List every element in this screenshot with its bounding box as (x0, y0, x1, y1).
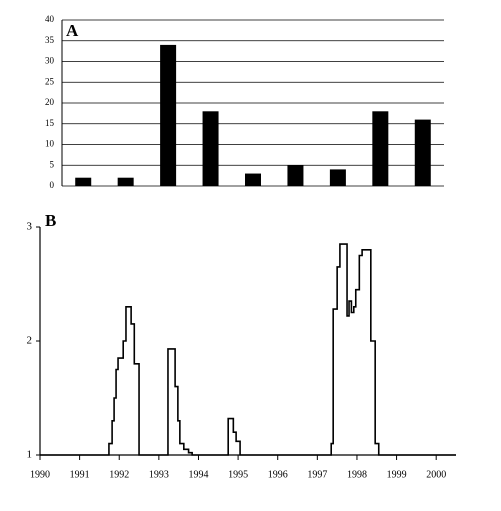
y-tick-label: 15 (45, 118, 55, 128)
bar (287, 165, 304, 186)
bar (245, 173, 261, 186)
x-tick-label: 1998 (347, 469, 367, 480)
y-tick-label: 5 (50, 159, 55, 169)
y-tick-label: 25 (45, 76, 55, 86)
x-tick-label: 1991 (70, 469, 90, 480)
x-tick-label: 1990 (30, 469, 50, 480)
panel-label: B (45, 211, 56, 230)
bar (372, 111, 389, 186)
y-tick-label: 20 (45, 97, 55, 107)
bar (117, 177, 134, 186)
bar (329, 169, 346, 186)
bar (202, 111, 219, 186)
bar (414, 119, 431, 186)
x-tick-label: 1992 (109, 469, 129, 480)
bar (160, 44, 177, 187)
x-tick-label: 1999 (387, 469, 407, 480)
y-tick-label: 3 (27, 221, 33, 233)
y-tick-label: 10 (45, 139, 55, 149)
y-tick-label: 40 (45, 14, 55, 24)
x-tick-label: 1997 (307, 469, 327, 480)
x-tick-label: 2000 (426, 469, 446, 480)
series-line (40, 243, 456, 456)
bar (75, 177, 92, 186)
x-tick-label: 1995 (228, 469, 248, 480)
y-tick-label: 1 (27, 449, 33, 461)
y-tick-label: 30 (45, 56, 55, 66)
y-tick-label: 0 (50, 180, 55, 190)
x-tick-label: 1994 (188, 469, 208, 480)
panel-label: A (66, 21, 79, 40)
x-tick-label: 1993 (149, 469, 169, 480)
y-tick-label: 35 (45, 35, 55, 45)
x-tick-label: 1996 (268, 469, 288, 480)
y-tick-label: 2 (27, 335, 33, 347)
